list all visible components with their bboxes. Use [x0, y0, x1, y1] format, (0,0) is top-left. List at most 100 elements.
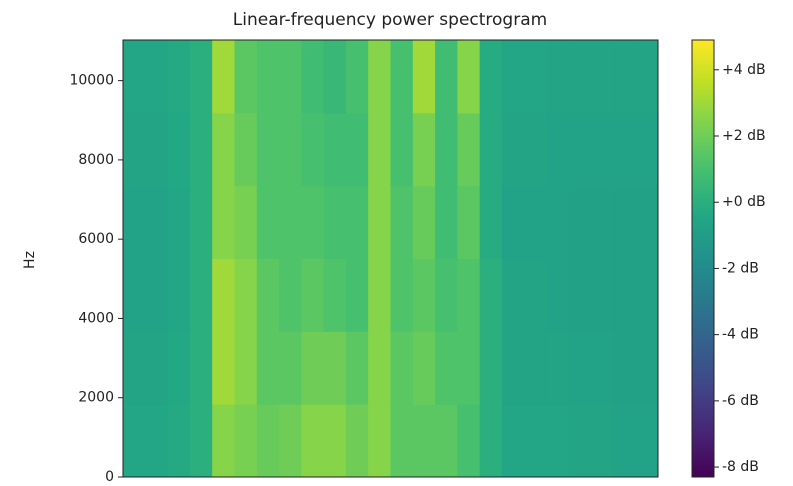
cell	[635, 112, 659, 187]
cell	[368, 112, 391, 187]
cell	[568, 331, 592, 405]
colorbar-tick-label: -8 dB	[722, 459, 759, 475]
cell	[279, 258, 302, 332]
cell	[323, 331, 347, 405]
cell	[345, 40, 369, 114]
cell	[435, 185, 458, 259]
cell	[145, 185, 169, 259]
cell	[501, 112, 525, 187]
cell	[390, 40, 414, 114]
cell	[479, 404, 503, 478]
cell	[390, 112, 414, 187]
cell	[390, 258, 414, 332]
cell	[123, 40, 146, 114]
cell	[368, 404, 391, 478]
cell	[256, 258, 280, 332]
cell	[435, 112, 458, 187]
cell	[479, 40, 503, 114]
cell	[301, 112, 325, 187]
cell	[256, 404, 280, 478]
cell	[457, 404, 481, 478]
y-tick-label: 6000	[78, 231, 114, 247]
cell	[212, 40, 235, 114]
cell	[256, 40, 280, 114]
cell	[123, 331, 146, 405]
cell	[390, 404, 414, 478]
cell	[345, 258, 369, 332]
y-tick-label: 0	[105, 469, 114, 485]
colorbar-tick-label: +4 dB	[722, 62, 766, 78]
y-tick-label: 8000	[78, 152, 114, 168]
colorbar-tick-label: -4 dB	[722, 327, 759, 343]
cell	[234, 40, 258, 114]
cell	[123, 258, 146, 332]
cell	[435, 258, 458, 332]
cell	[635, 185, 659, 259]
cell	[167, 331, 191, 405]
cell	[167, 112, 191, 187]
cell	[412, 404, 436, 478]
cell	[368, 331, 391, 405]
cell	[189, 331, 213, 405]
cell	[301, 40, 325, 114]
cell	[524, 331, 548, 405]
colorbar-tick-label: -6 dB	[722, 393, 759, 409]
cell	[167, 258, 191, 332]
cell	[412, 185, 436, 259]
cell	[457, 112, 481, 187]
cell	[345, 112, 369, 187]
cell	[613, 404, 637, 478]
cell	[546, 112, 570, 187]
cell	[591, 258, 614, 332]
cell	[323, 112, 347, 187]
cell	[524, 404, 548, 478]
cell	[368, 185, 391, 259]
cell	[301, 404, 325, 478]
cell	[279, 40, 302, 114]
cell	[368, 258, 391, 332]
plot-frame	[122, 39, 659, 478]
cell	[501, 404, 525, 478]
cell	[145, 331, 169, 405]
cell	[189, 112, 213, 187]
cell	[234, 185, 258, 259]
cell	[212, 258, 235, 332]
cell	[234, 112, 258, 187]
cell	[234, 404, 258, 478]
cell	[345, 185, 369, 259]
cell	[301, 185, 325, 259]
cell	[591, 40, 614, 114]
cell	[546, 404, 570, 478]
cell	[123, 185, 146, 259]
cell	[189, 258, 213, 332]
cell	[568, 258, 592, 332]
cell	[345, 331, 369, 405]
cell	[390, 331, 414, 405]
cell	[212, 404, 235, 478]
cell	[212, 112, 235, 187]
cell	[501, 185, 525, 259]
colorbar-tick-label: +2 dB	[722, 128, 766, 144]
cell	[479, 258, 503, 332]
y-tick-label: 4000	[78, 310, 114, 326]
cell	[279, 331, 302, 405]
cell	[345, 404, 369, 478]
cell	[123, 404, 146, 478]
cell	[435, 331, 458, 405]
cell	[524, 40, 548, 114]
cell	[546, 331, 570, 405]
colorbar-tick-label: +0 dB	[722, 194, 766, 210]
cell	[256, 112, 280, 187]
cell	[435, 40, 458, 114]
cell	[167, 40, 191, 114]
cell	[457, 40, 481, 114]
cell	[524, 185, 548, 259]
cell	[546, 258, 570, 332]
cell	[591, 112, 614, 187]
cell	[301, 331, 325, 405]
cell	[234, 331, 258, 405]
cell	[546, 185, 570, 259]
cell	[457, 185, 481, 259]
y-tick-label: 10000	[69, 73, 114, 89]
